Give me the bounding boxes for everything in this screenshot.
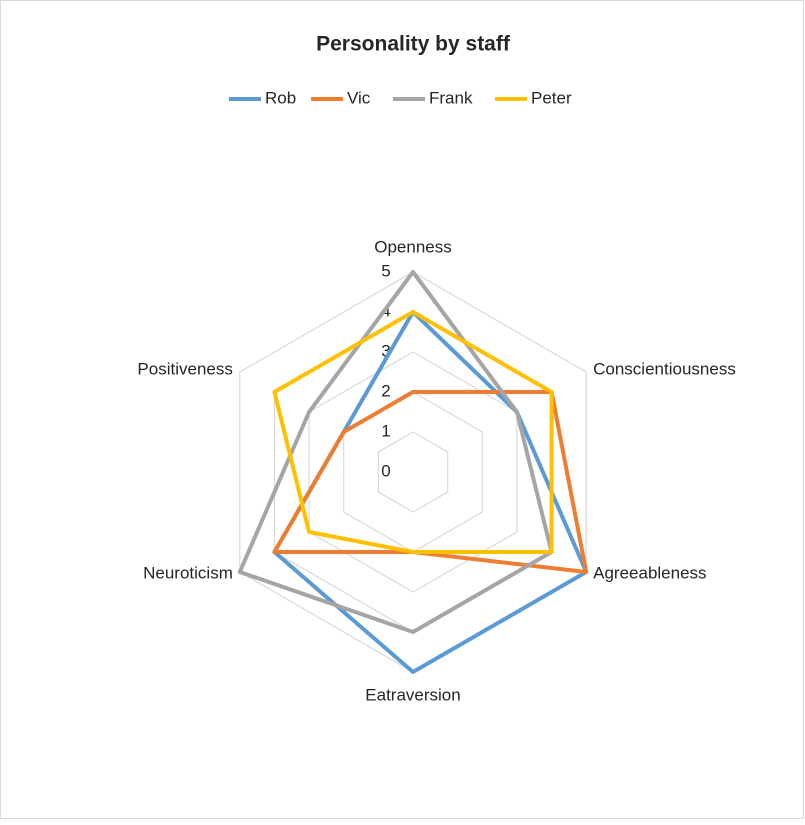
series-line (272, 310, 554, 554)
category-label: Eatraversion (365, 685, 460, 704)
category-label: Positiveness (137, 359, 232, 378)
grid-ring (377, 431, 449, 513)
series-line (237, 270, 554, 634)
r-tick-label: 0 (381, 461, 390, 480)
legend-label: Vic (347, 88, 371, 107)
r-tick-label: 3 (381, 341, 390, 360)
category-label: Neuroticism (143, 563, 233, 582)
legend-label: Peter (531, 88, 572, 107)
legend-label: Rob (265, 88, 296, 107)
r-tick-label: 2 (381, 381, 390, 400)
category-label: Conscientiousness (593, 359, 736, 378)
category-label: Agreeableness (593, 563, 706, 582)
r-tick-label: 1 (381, 421, 390, 440)
r-tick-label: 5 (381, 261, 390, 280)
category-label: Openness (374, 237, 452, 256)
chart-title: Personality by staff (316, 33, 511, 56)
legend-label: Frank (429, 88, 473, 107)
